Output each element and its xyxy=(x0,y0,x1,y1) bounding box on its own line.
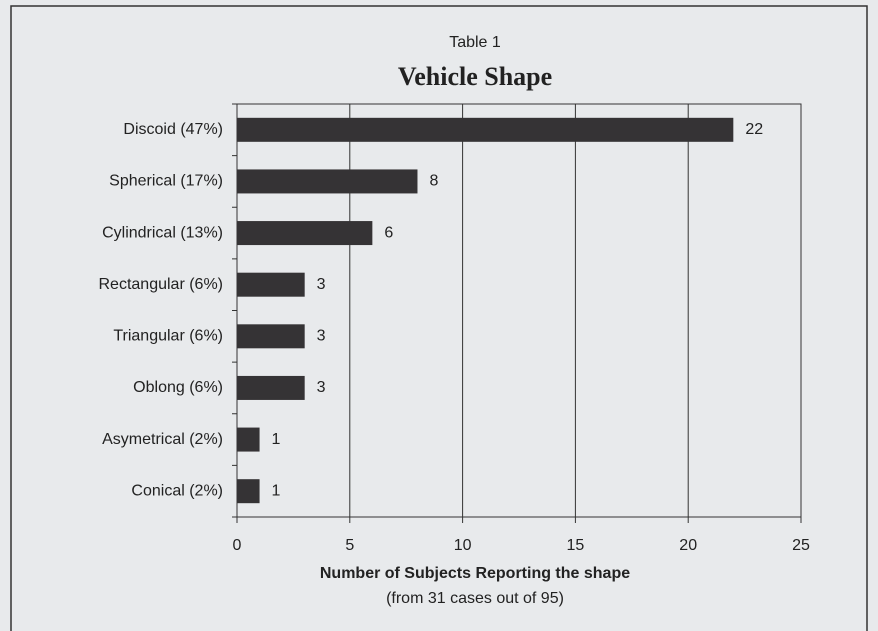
data-label: 6 xyxy=(384,224,393,241)
y-tick-label: Triangular (6%) xyxy=(113,328,223,345)
data-label: 3 xyxy=(317,276,326,293)
x-tick-label: 20 xyxy=(679,537,697,554)
bar xyxy=(237,324,305,349)
chart-title: Table 1 xyxy=(449,34,501,51)
y-tick-label: Cylindrical (13%) xyxy=(102,224,223,241)
x-axis-label: Number of Subjects Reporting the shape xyxy=(320,565,630,582)
y-tick-label: Conical (2%) xyxy=(131,482,223,499)
data-label: 3 xyxy=(317,328,326,345)
bar xyxy=(237,427,260,452)
x-tick-label: 0 xyxy=(233,537,242,554)
data-label: 8 xyxy=(429,173,438,190)
data-label: 1 xyxy=(272,431,281,448)
bar xyxy=(237,117,734,142)
x-tick-label: 15 xyxy=(567,537,585,554)
frame xyxy=(10,5,868,631)
y-tick-label: Spherical (17%) xyxy=(109,173,223,190)
x-tick-label: 5 xyxy=(345,537,354,554)
y-tick-label: Oblong (6%) xyxy=(133,379,223,396)
data-label: 1 xyxy=(272,482,281,499)
data-label: 3 xyxy=(317,379,326,396)
bar xyxy=(237,169,418,194)
bar xyxy=(237,479,260,504)
bar xyxy=(237,272,305,297)
chart-subtitle: Vehicle Shape xyxy=(398,62,552,91)
x-tick-label: 10 xyxy=(454,537,472,554)
y-tick-label: Discoid (47%) xyxy=(123,121,223,138)
x-tick-label: 25 xyxy=(792,537,810,554)
y-tick-label: Rectangular (6%) xyxy=(99,276,224,293)
bar xyxy=(237,221,373,246)
y-tick-label: Asymetrical (2%) xyxy=(102,431,223,448)
bar xyxy=(237,375,305,400)
data-label: 22 xyxy=(745,121,763,138)
note: (from 31 cases out of 95) xyxy=(386,590,564,607)
